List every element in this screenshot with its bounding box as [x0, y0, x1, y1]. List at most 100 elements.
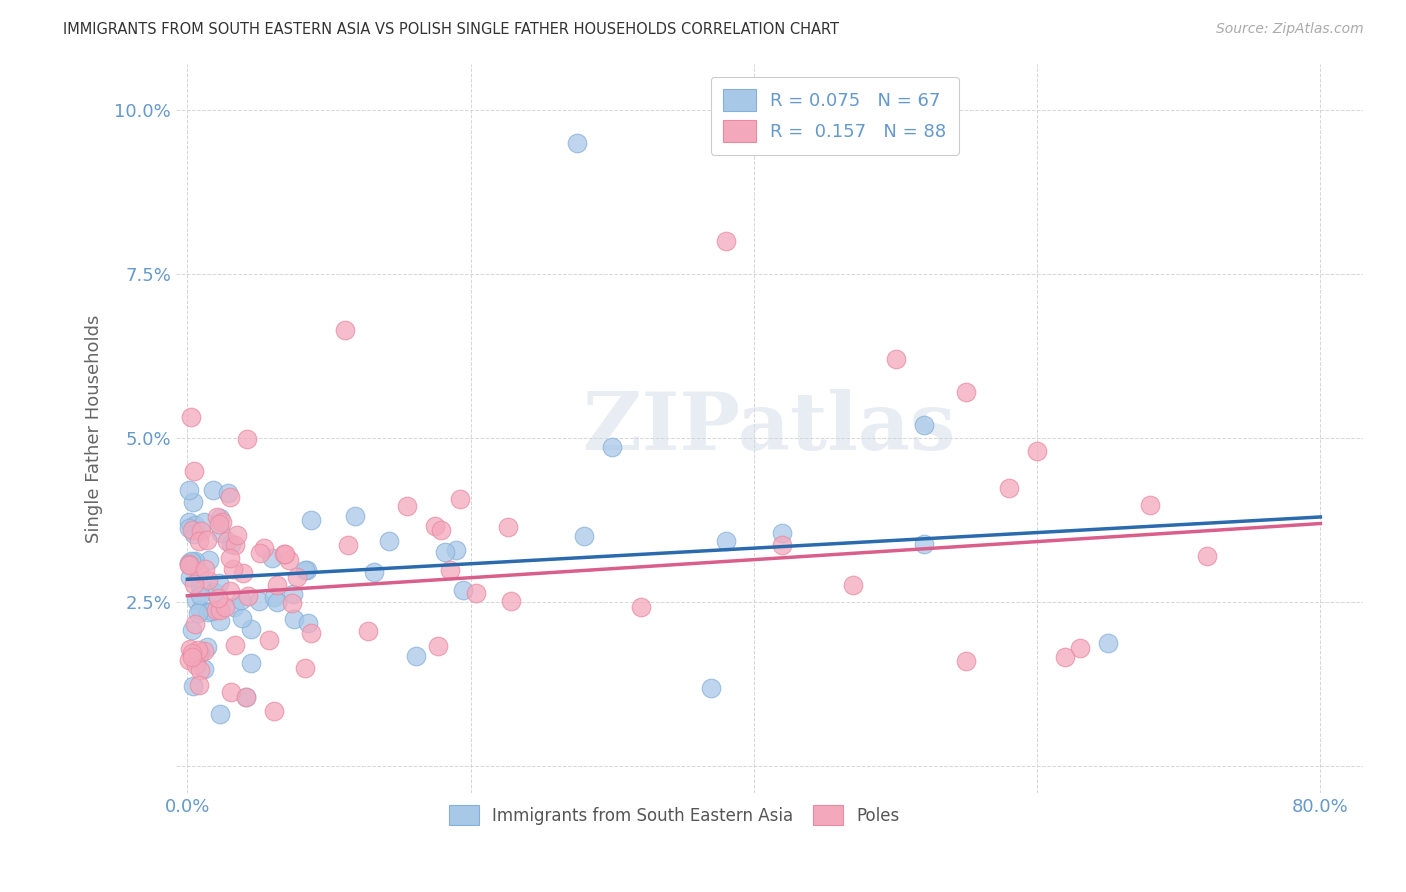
- Point: [444, 542, 467, 557]
- Point: [363, 565, 385, 579]
- Point: [235, 690, 257, 704]
- Point: [208, 614, 231, 628]
- Point: [912, 537, 935, 551]
- Point: [188, 663, 211, 677]
- Point: [231, 610, 253, 624]
- Point: [257, 632, 280, 647]
- Point: [426, 639, 449, 653]
- Point: [219, 537, 242, 551]
- Point: [247, 594, 270, 608]
- Point: [222, 600, 245, 615]
- Point: [912, 418, 935, 433]
- Point: [249, 546, 271, 560]
- Point: [630, 599, 652, 614]
- Point: [180, 554, 202, 568]
- Point: [197, 573, 219, 587]
- Point: [201, 483, 224, 498]
- Point: [434, 545, 457, 559]
- Text: ZIPatlas: ZIPatlas: [583, 389, 956, 467]
- Point: [183, 556, 205, 570]
- Point: [449, 492, 471, 507]
- Point: [200, 604, 222, 618]
- Point: [205, 602, 228, 616]
- Point: [955, 654, 977, 668]
- Point: [235, 432, 257, 446]
- Point: [183, 526, 205, 541]
- Point: [1139, 499, 1161, 513]
- Point: [188, 646, 211, 660]
- Point: [184, 554, 207, 568]
- Point: [181, 495, 204, 509]
- Point: [208, 575, 231, 590]
- Point: [465, 586, 488, 600]
- Point: [770, 537, 793, 551]
- Point: [277, 553, 299, 567]
- Point: [180, 409, 202, 424]
- Point: [187, 607, 209, 621]
- Legend: Immigrants from South Eastern Asia, Poles: Immigrants from South Eastern Asia, Pole…: [439, 795, 910, 835]
- Point: [179, 557, 201, 571]
- Point: [501, 594, 523, 608]
- Point: [184, 617, 207, 632]
- Point: [188, 646, 211, 660]
- Point: [187, 643, 209, 657]
- Point: [232, 566, 254, 580]
- Point: [190, 524, 212, 539]
- Point: [263, 704, 285, 718]
- Point: [266, 595, 288, 609]
- Point: [439, 563, 461, 577]
- Point: [333, 323, 356, 337]
- Point: [281, 587, 304, 601]
- Point: [378, 533, 401, 548]
- Point: [205, 510, 228, 524]
- Point: [884, 352, 907, 367]
- Point: [197, 605, 219, 619]
- Point: [229, 592, 252, 607]
- Point: [299, 625, 322, 640]
- Point: [235, 690, 257, 704]
- Point: [283, 612, 305, 626]
- Point: [295, 563, 318, 577]
- Point: [274, 547, 297, 561]
- Point: [218, 584, 240, 599]
- Point: [238, 589, 260, 603]
- Point: [273, 547, 295, 561]
- Point: [253, 541, 276, 556]
- Point: [195, 640, 218, 654]
- Point: [1097, 635, 1119, 649]
- Point: [188, 603, 211, 617]
- Point: [294, 563, 316, 577]
- Point: [179, 570, 201, 584]
- Point: [262, 551, 284, 566]
- Point: [1054, 650, 1077, 665]
- Point: [183, 555, 205, 569]
- Point: [177, 652, 200, 666]
- Point: [181, 623, 204, 637]
- Point: [184, 593, 207, 607]
- Point: [222, 561, 245, 575]
- Point: [180, 523, 202, 537]
- Point: [714, 534, 737, 549]
- Point: [209, 525, 232, 540]
- Point: [600, 440, 623, 454]
- Point: [714, 234, 737, 248]
- Point: [198, 553, 221, 567]
- Point: [208, 516, 231, 531]
- Point: [177, 558, 200, 572]
- Point: [226, 528, 249, 542]
- Point: [297, 615, 319, 630]
- Point: [184, 658, 207, 673]
- Point: [183, 577, 205, 591]
- Point: [211, 515, 233, 529]
- Point: [177, 483, 200, 497]
- Point: [183, 517, 205, 532]
- Point: [194, 562, 217, 576]
- Point: [183, 680, 205, 694]
- Point: [193, 643, 215, 657]
- Point: [224, 538, 246, 552]
- Point: [219, 490, 242, 504]
- Point: [285, 570, 308, 584]
- Point: [179, 557, 201, 571]
- Point: [294, 661, 316, 675]
- Point: [1026, 444, 1049, 458]
